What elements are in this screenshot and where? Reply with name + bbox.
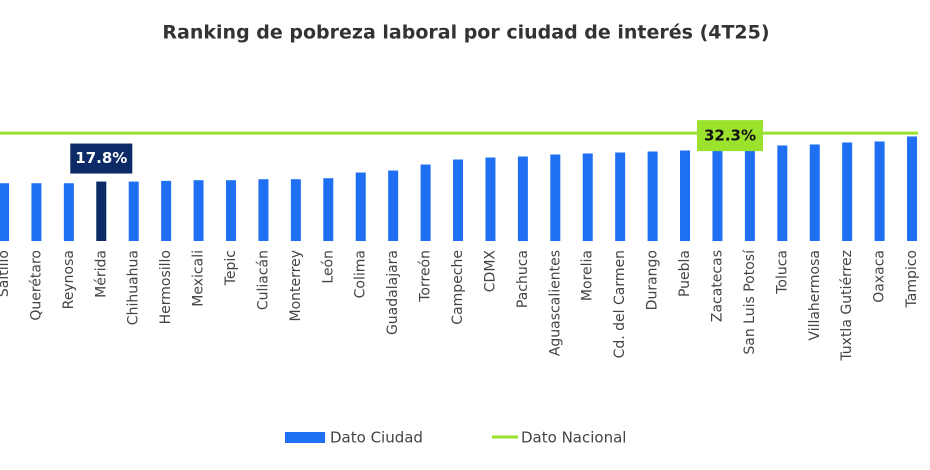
bar [290,179,301,241]
legend-label: Dato Ciudad [330,429,423,447]
bar [777,145,788,241]
bar [31,183,42,241]
legend-label: Dato Nacional [521,429,626,447]
bar [323,178,334,241]
x-tick-label: Saltillo [0,250,12,297]
bar [615,152,626,241]
legend-swatch [285,432,325,443]
bar [161,180,172,241]
x-tick-label: San Luis Potosí [742,249,758,355]
x-tick-label: Pachuca [515,250,531,308]
bar [907,136,918,241]
bar [420,164,431,241]
bar [63,183,74,241]
x-tick-label: Tuxtla Gutiérrez [839,250,855,362]
x-tick-label: Colima [353,250,369,298]
bar [453,159,464,241]
bar [874,141,885,241]
bar [680,150,691,241]
bar [809,144,820,241]
bar [550,154,561,241]
reference-label-box [697,120,763,152]
x-tick-label: Zacatecas [709,250,725,322]
bar [226,180,237,241]
x-tick-label: Mexicali [191,250,207,307]
x-tick-label: Villahermosa [807,250,823,341]
reference-label: 32.3% [704,127,756,145]
bar [355,172,366,241]
x-tick-label: Culiacán [255,250,271,310]
x-tick-label: Tampico [904,250,920,309]
data-label-box [70,143,133,174]
x-tick-label: Tepic [223,250,239,286]
x-tick-label: Morelia [580,250,596,301]
bar [258,179,269,241]
bar [96,181,107,241]
x-tick-label: León [320,250,336,284]
bar [842,142,853,241]
x-tick-label: Guadalajara [385,250,401,335]
bar [647,151,658,241]
x-tick-label: Querétaro [28,250,44,321]
bar [712,148,723,241]
x-tick-label: Monterrey [288,250,304,321]
x-tick-label: Oaxaca [872,250,888,303]
bar [517,156,528,241]
x-tick-label: Cd. del Carmen [612,250,628,358]
x-tick-label: Reynosa [61,250,77,309]
bar [485,157,496,241]
x-tick-label: Aguascalientes [547,250,563,356]
x-tick-label: Mérida [93,250,109,298]
x-tick-label: CDMX [482,250,498,293]
x-tick-label: Campeche [450,250,466,325]
x-tick-label: Torreón [418,250,434,303]
bar [193,180,204,241]
bar [582,153,593,241]
x-tick-label: Toluca [774,250,790,295]
x-tick-label: Durango [645,250,661,310]
chart-title: Ranking de pobreza laboral por ciudad de… [162,22,769,44]
x-tick-label: Chihuahua [126,250,142,325]
bar [0,183,9,241]
bar [388,170,399,241]
bar [744,147,755,241]
x-tick-label: Hermosillo [158,250,174,324]
data-label: 17.8% [75,149,127,167]
x-tick-label: Puebla [677,250,693,297]
bar [128,181,139,241]
